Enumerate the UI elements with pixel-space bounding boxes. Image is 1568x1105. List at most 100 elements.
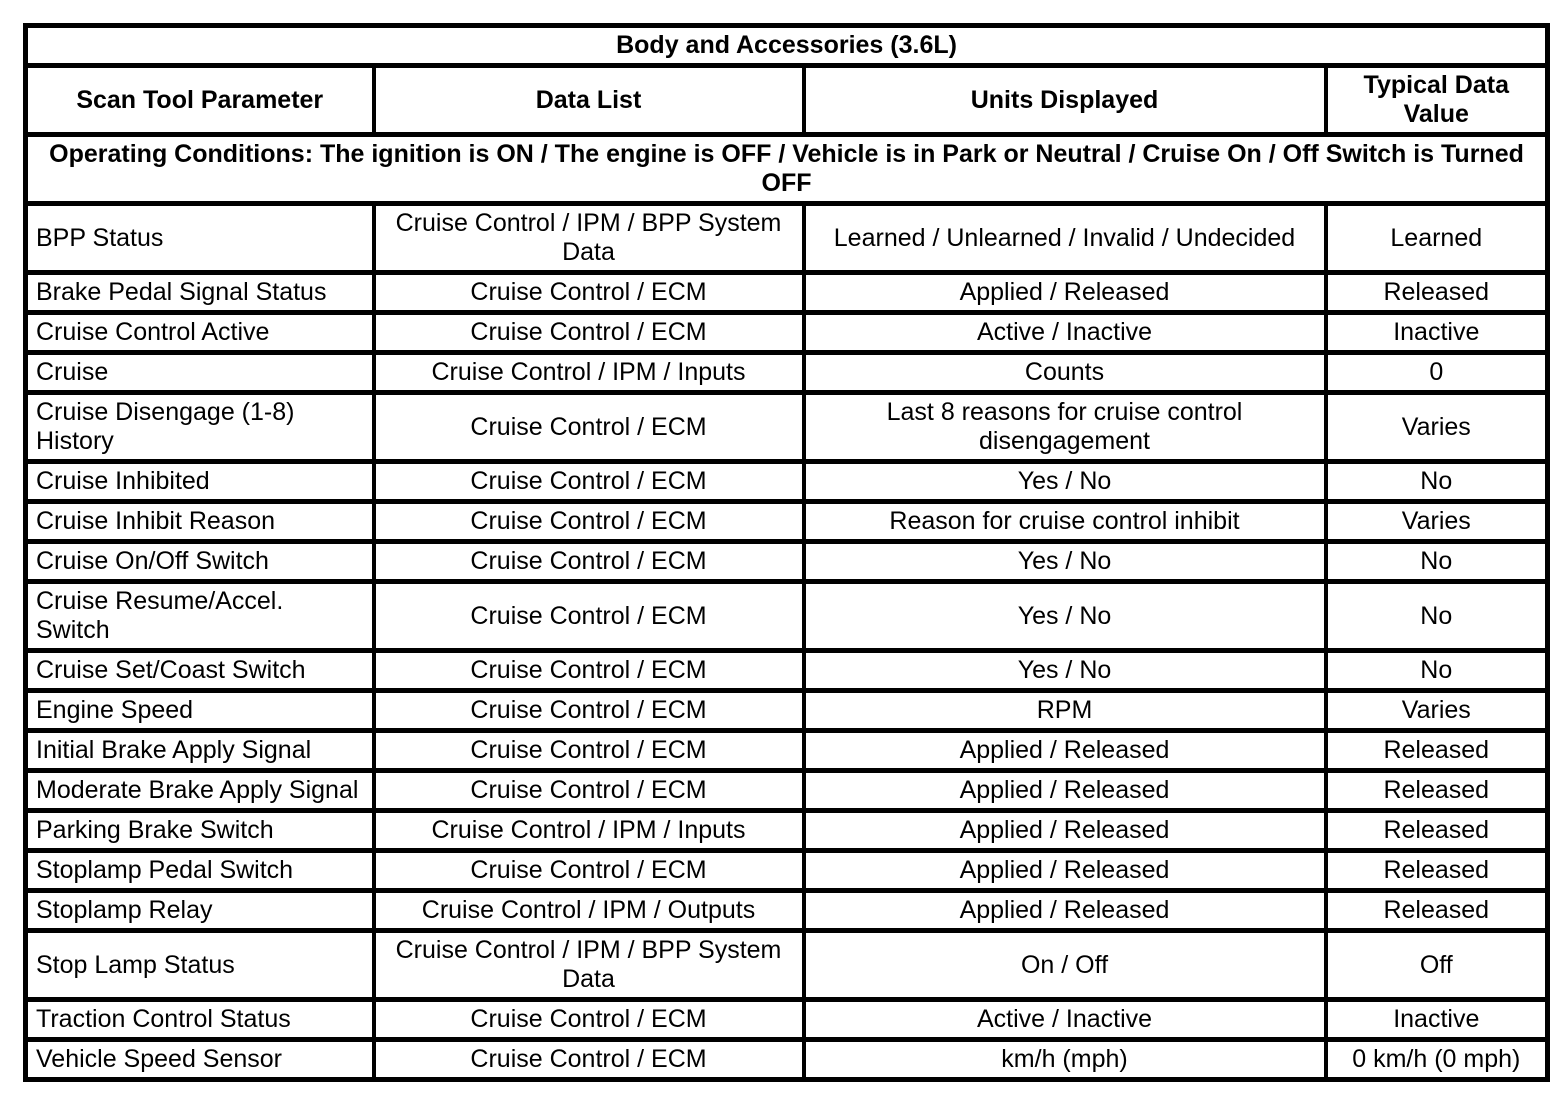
cell-units-displayed: Applied / Released [801, 270, 1328, 315]
cell-data-list: Cruise Control / ECM [371, 997, 806, 1042]
table-row: Stoplamp Relay Cruise Control / IPM / Ou… [23, 888, 1550, 933]
cell-units-displayed: Counts [801, 350, 1328, 395]
cell-typical-data-value: 0 km/h (0 mph) [1323, 1037, 1550, 1082]
cell-typical-data-value: Inactive [1323, 310, 1550, 355]
cell-data-list: Cruise Control / ECM [371, 848, 806, 893]
column-header-units-displayed: Units Displayed [801, 63, 1328, 137]
cell-data-list: Cruise Control / ECM [371, 459, 806, 504]
cell-typical-data-value: Varies [1323, 390, 1550, 464]
cell-units-displayed: Applied / Released [801, 768, 1328, 813]
table-row: Cruise Control Active Cruise Control / E… [23, 310, 1550, 355]
cell-units-displayed: Reason for cruise control inhibit [801, 499, 1328, 544]
cell-data-list: Cruise Control / ECM [371, 270, 806, 315]
cell-units-displayed: RPM [801, 688, 1328, 733]
cell-data-list: Cruise Control / ECM [371, 688, 806, 733]
table-row: Vehicle Speed Sensor Cruise Control / EC… [23, 1037, 1550, 1082]
cell-data-list: Cruise Control / IPM / Inputs [371, 350, 806, 395]
cell-units-displayed: Applied / Released [801, 808, 1328, 853]
table-row: Initial Brake Apply Signal Cruise Contro… [23, 728, 1550, 773]
cell-data-list: Cruise Control / ECM [371, 728, 806, 773]
table-row: BPP Status Cruise Control / IPM / BPP Sy… [23, 201, 1550, 275]
cell-data-list: Cruise Control / IPM / BPP System Data [371, 928, 806, 1002]
cell-typical-data-value: No [1323, 579, 1550, 653]
table-row: Traction Control Status Cruise Control /… [23, 997, 1550, 1042]
cell-units-displayed: Yes / No [801, 539, 1328, 584]
cell-scan-tool-parameter: Brake Pedal Signal Status [23, 270, 376, 315]
cell-units-displayed: Applied / Released [801, 728, 1328, 773]
table-row: Cruise Disengage (1-8) History Cruise Co… [23, 390, 1550, 464]
cell-units-displayed: Active / Inactive [801, 310, 1328, 355]
cell-scan-tool-parameter: Cruise Inhibit Reason [23, 499, 376, 544]
table-row: Moderate Brake Apply Signal Cruise Contr… [23, 768, 1550, 813]
cell-typical-data-value: 0 [1323, 350, 1550, 395]
table-row: Engine Speed Cruise Control / ECM RPM Va… [23, 688, 1550, 733]
column-header-scan-tool-parameter: Scan Tool Parameter [23, 63, 376, 137]
table-row: Brake Pedal Signal Status Cruise Control… [23, 270, 1550, 315]
cell-data-list: Cruise Control / ECM [371, 648, 806, 693]
cell-units-displayed: Applied / Released [801, 848, 1328, 893]
table-row: Parking Brake Switch Cruise Control / IP… [23, 808, 1550, 853]
cell-scan-tool-parameter: Stoplamp Relay [23, 888, 376, 933]
cell-data-list: Cruise Control / IPM / Inputs [371, 808, 806, 853]
cell-typical-data-value: No [1323, 539, 1550, 584]
cell-data-list: Cruise Control / ECM [371, 1037, 806, 1082]
cell-scan-tool-parameter: Cruise Resume/Accel. Switch [23, 579, 376, 653]
cell-scan-tool-parameter: Moderate Brake Apply Signal [23, 768, 376, 813]
cell-typical-data-value: Varies [1323, 688, 1550, 733]
cell-typical-data-value: Released [1323, 808, 1550, 853]
table-row: Stop Lamp Status Cruise Control / IPM / … [23, 928, 1550, 1002]
cell-units-displayed: Last 8 reasons for cruise control diseng… [801, 390, 1328, 464]
table-title: Body and Accessories (3.6L) [23, 23, 1550, 68]
cell-units-displayed: Active / Inactive [801, 997, 1328, 1042]
cell-data-list: Cruise Control / IPM / Outputs [371, 888, 806, 933]
cell-units-displayed: Yes / No [801, 648, 1328, 693]
cell-scan-tool-parameter: Vehicle Speed Sensor [23, 1037, 376, 1082]
cell-typical-data-value: No [1323, 648, 1550, 693]
cell-scan-tool-parameter: Stop Lamp Status [23, 928, 376, 1002]
cell-units-displayed: Learned / Unlearned / Invalid / Undecide… [801, 201, 1328, 275]
cell-units-displayed: Yes / No [801, 579, 1328, 653]
cell-typical-data-value: Released [1323, 728, 1550, 773]
cell-scan-tool-parameter: Cruise Disengage (1-8) History [23, 390, 376, 464]
column-header-data-list: Data List [371, 63, 806, 137]
cell-typical-data-value: Learned [1323, 201, 1550, 275]
cell-data-list: Cruise Control / ECM [371, 499, 806, 544]
cell-scan-tool-parameter: Initial Brake Apply Signal [23, 728, 376, 773]
cell-data-list: Cruise Control / ECM [371, 768, 806, 813]
scan-tool-parameter-table: Body and Accessories (3.6L) Scan Tool Pa… [23, 23, 1551, 1082]
table-row: Cruise Set/Coast Switch Cruise Control /… [23, 648, 1550, 693]
cell-typical-data-value: Inactive [1323, 997, 1550, 1042]
cell-scan-tool-parameter: Cruise Inhibited [23, 459, 376, 504]
cell-scan-tool-parameter: Cruise Set/Coast Switch [23, 648, 376, 693]
cell-data-list: Cruise Control / ECM [371, 579, 806, 653]
cell-scan-tool-parameter: Stoplamp Pedal Switch [23, 848, 376, 893]
cell-units-displayed: On / Off [801, 928, 1328, 1002]
table-row: Cruise Cruise Control / IPM / Inputs Cou… [23, 350, 1550, 395]
cell-data-list: Cruise Control / ECM [371, 539, 806, 584]
cell-data-list: Cruise Control / ECM [371, 310, 806, 355]
cell-typical-data-value: Off [1323, 928, 1550, 1002]
table-row: Cruise On/Off Switch Cruise Control / EC… [23, 539, 1550, 584]
table-row: Cruise Inhibited Cruise Control / ECM Ye… [23, 459, 1550, 504]
column-header-row: Scan Tool Parameter Data List Units Disp… [23, 63, 1550, 137]
column-header-typical-data-value: Typical Data Value [1323, 63, 1550, 137]
cell-scan-tool-parameter: Engine Speed [23, 688, 376, 733]
cell-typical-data-value: Released [1323, 848, 1550, 893]
table-row: Cruise Resume/Accel. Switch Cruise Contr… [23, 579, 1550, 653]
operating-conditions-text: Operating Conditions: The ignition is ON… [23, 132, 1550, 206]
cell-units-displayed: Yes / No [801, 459, 1328, 504]
cell-scan-tool-parameter: Cruise Control Active [23, 310, 376, 355]
table-row: Stoplamp Pedal Switch Cruise Control / E… [23, 848, 1550, 893]
cell-typical-data-value: Released [1323, 270, 1550, 315]
cell-units-displayed: Applied / Released [801, 888, 1328, 933]
cell-scan-tool-parameter: BPP Status [23, 201, 376, 275]
cell-scan-tool-parameter: Traction Control Status [23, 997, 376, 1042]
cell-typical-data-value: Released [1323, 888, 1550, 933]
title-row: Body and Accessories (3.6L) [23, 23, 1550, 68]
operating-conditions-row: Operating Conditions: The ignition is ON… [23, 132, 1550, 206]
cell-scan-tool-parameter: Cruise On/Off Switch [23, 539, 376, 584]
cell-scan-tool-parameter: Cruise [23, 350, 376, 395]
cell-typical-data-value: Released [1323, 768, 1550, 813]
cell-typical-data-value: Varies [1323, 499, 1550, 544]
